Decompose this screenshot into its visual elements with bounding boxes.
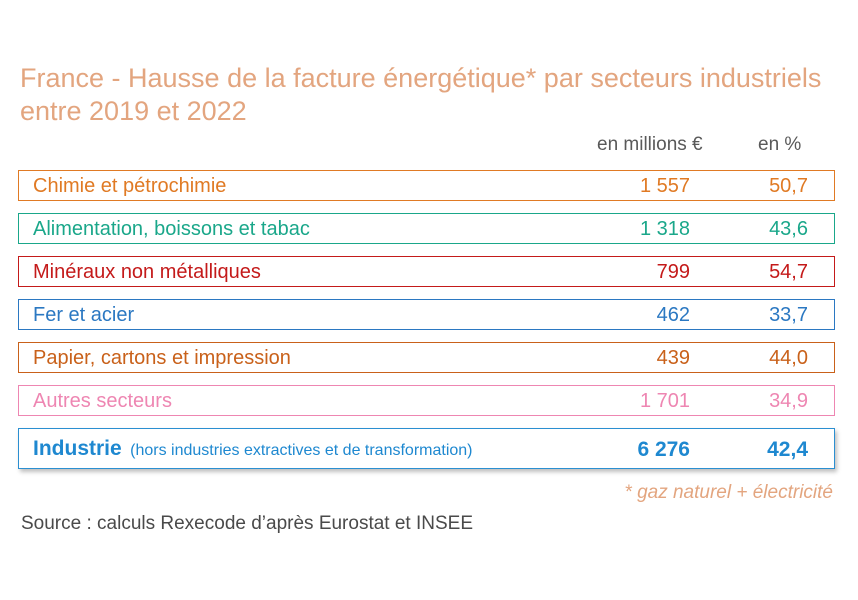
table-row: Papier, cartons et impression 439 44,0 [18,342,835,373]
sector-value: 462 [656,304,690,326]
sector-label: Autres secteurs [33,390,172,412]
sector-value: 439 [656,347,690,369]
total-main-label: Industrie [33,437,122,460]
table-row: Autres secteurs 1 701 34,9 [18,385,835,416]
column-header-percent: en % [758,134,802,155]
sector-percent: 54,7 [769,261,808,283]
sector-percent: 43,6 [769,218,808,240]
sector-value: 799 [656,261,690,283]
footnote: * gaz naturel + électricité [624,482,833,503]
total-percent: 42,4 [767,438,808,461]
table-row: Alimentation, boissons et tabac 1 318 43,6 [18,213,835,244]
sector-percent: 33,7 [769,304,808,326]
column-header-value: en millions € [597,134,703,155]
sector-percent: 34,9 [769,390,808,412]
sector-value: 1 318 [639,218,690,240]
sector-percent: 44,0 [769,347,808,369]
sector-label: Chimie et pétrochimie [33,175,227,197]
total-row: Industrie (hors industries extractives e… [18,428,835,469]
source-note: Source : calculs Rexecode d’après Eurost… [21,513,474,534]
total-label: Industrie (hors industries extractives e… [33,437,473,461]
sector-value: 1 701 [639,390,690,412]
total-sub-label: (hors industries extractives et de trans… [130,442,473,459]
table-row: Minéraux non métalliques 799 54,7 [18,256,835,287]
total-value: 6 276 [637,438,690,461]
sector-percent: 50,7 [769,175,808,197]
table-row: Fer et acier 462 33,7 [18,299,835,330]
sector-label: Alimentation, boissons et tabac [33,218,310,240]
chart-title: France - Hausse de la facture énergétiqu… [20,63,822,126]
sector-label: Minéraux non métalliques [33,261,261,283]
table-row: Chimie et pétrochimie 1 557 50,7 [18,170,835,201]
sector-value: 1 557 [639,175,690,197]
sector-label: Fer et acier [33,304,135,326]
sector-label: Papier, cartons et impression [33,347,291,369]
